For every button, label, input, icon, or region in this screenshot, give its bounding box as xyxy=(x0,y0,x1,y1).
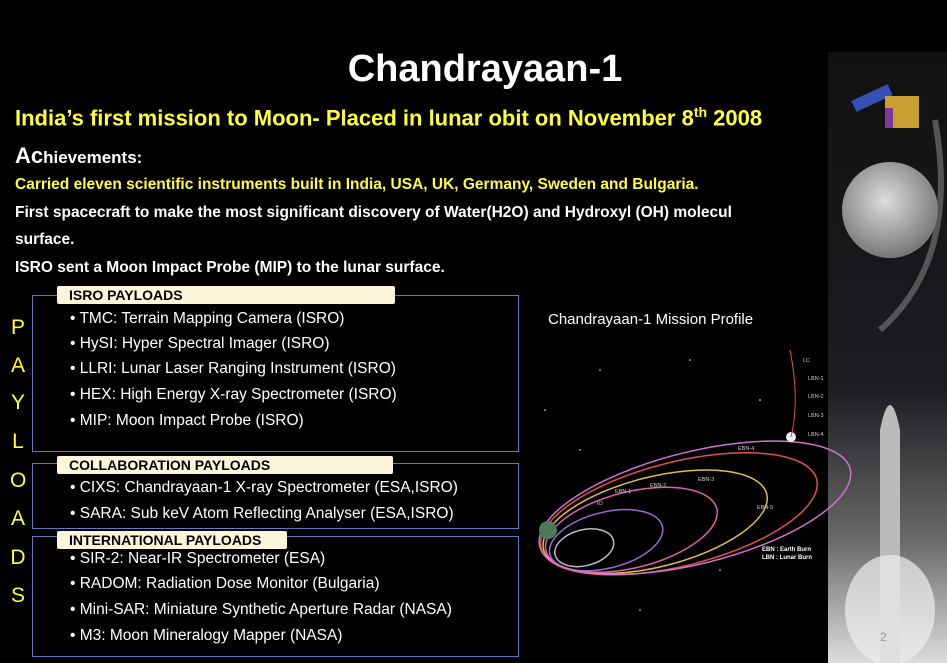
payload-item: HySI: Hyper Spectral Imager (ISRO) xyxy=(70,335,330,353)
payload-item: TMC: Terrain Mapping Camera (ISRO) xyxy=(70,310,344,328)
diagram-label: EBN-2 xyxy=(650,483,667,489)
sidebar-letter: P xyxy=(10,316,25,339)
sidebar-letter: A xyxy=(10,354,25,377)
payload-heading: ISRO PAYLOADS xyxy=(57,286,395,304)
diagram-legend: LBN : Lunar Burn xyxy=(762,555,812,561)
diagram-label: LBN-4 xyxy=(808,432,824,438)
payload-item: MIP: Moon Impact Probe (ISRO) xyxy=(70,412,304,430)
diagram-label: LBN-3 xyxy=(808,413,824,419)
sidebar-letter: S xyxy=(10,584,25,607)
sidebar-letter: A xyxy=(10,507,25,530)
payload-item: M3: Moon Mineralogy Mapper (NASA) xyxy=(70,627,343,645)
payload-item: CIXS: Chandrayaan-1 X-ray Spectrometer (… xyxy=(70,479,458,497)
sidebar-letter: D xyxy=(10,546,26,569)
payload-heading: INTERNATIONAL PAYLOADS xyxy=(57,531,287,549)
payload-item: RADOM: Radiation Dose Monitor (Bulgaria) xyxy=(70,575,380,593)
diagram-legend: EBN : Earth Burn xyxy=(762,547,812,553)
payload-heading: COLLABORATION PAYLOADS xyxy=(57,456,393,474)
achievement-line: Carried eleven scientific instruments bu… xyxy=(15,176,699,193)
diagram-label: EBN-1 xyxy=(615,489,632,495)
payload-item: LLRI: Lunar Laser Ranging Instrument (IS… xyxy=(70,360,396,378)
sidebar-letter: Y xyxy=(10,391,25,414)
achievement-line: First spacecraft to make the most signif… xyxy=(15,204,732,221)
title: Chandrayaan-1 xyxy=(347,48,623,90)
page-number: 2 xyxy=(880,630,887,644)
subtitle: India’s first mission to Moon- Placed in… xyxy=(15,104,762,131)
heading-lead: Ac xyxy=(15,143,44,168)
sidebar-letter: O xyxy=(10,469,27,492)
payload-item: Mini-SAR: Miniature Synthetic Aperture R… xyxy=(70,601,452,619)
sidebar-letter: L xyxy=(12,430,24,453)
diagram-label: LBN-2 xyxy=(808,394,824,400)
superscript: th xyxy=(693,104,708,120)
payload-item: HEX: High Energy X-ray Spectrometer (ISR… xyxy=(70,386,397,404)
payload-item: SARA: Sub keV Atom Reflecting Analyser (… xyxy=(70,505,454,523)
subtitle-text: India’s first mission to Moon- Placed in… xyxy=(15,105,694,131)
diagram-label: EBN-3 xyxy=(698,477,715,483)
diagram-label: EBN-4 xyxy=(738,446,755,452)
diagram-label: EBN-5 xyxy=(757,505,774,511)
diagram-title: Chandrayaan-1 Mission Profile xyxy=(548,311,754,328)
achievement-line: surface. xyxy=(15,231,75,248)
heading-rest: hievements: xyxy=(43,148,143,167)
diagram-label: LC xyxy=(803,358,811,364)
payload-item: SIR-2: Near-IR Spectrometer (ESA) xyxy=(70,550,325,568)
diagram-label: IO xyxy=(597,501,603,507)
achievements-heading: Achievements: xyxy=(15,143,142,169)
subtitle-text: 2008 xyxy=(707,105,763,131)
diagram-label: LBN-1 xyxy=(808,376,824,382)
achievement-line: ISRO sent a Moon Impact Probe (MIP) to t… xyxy=(15,259,445,276)
